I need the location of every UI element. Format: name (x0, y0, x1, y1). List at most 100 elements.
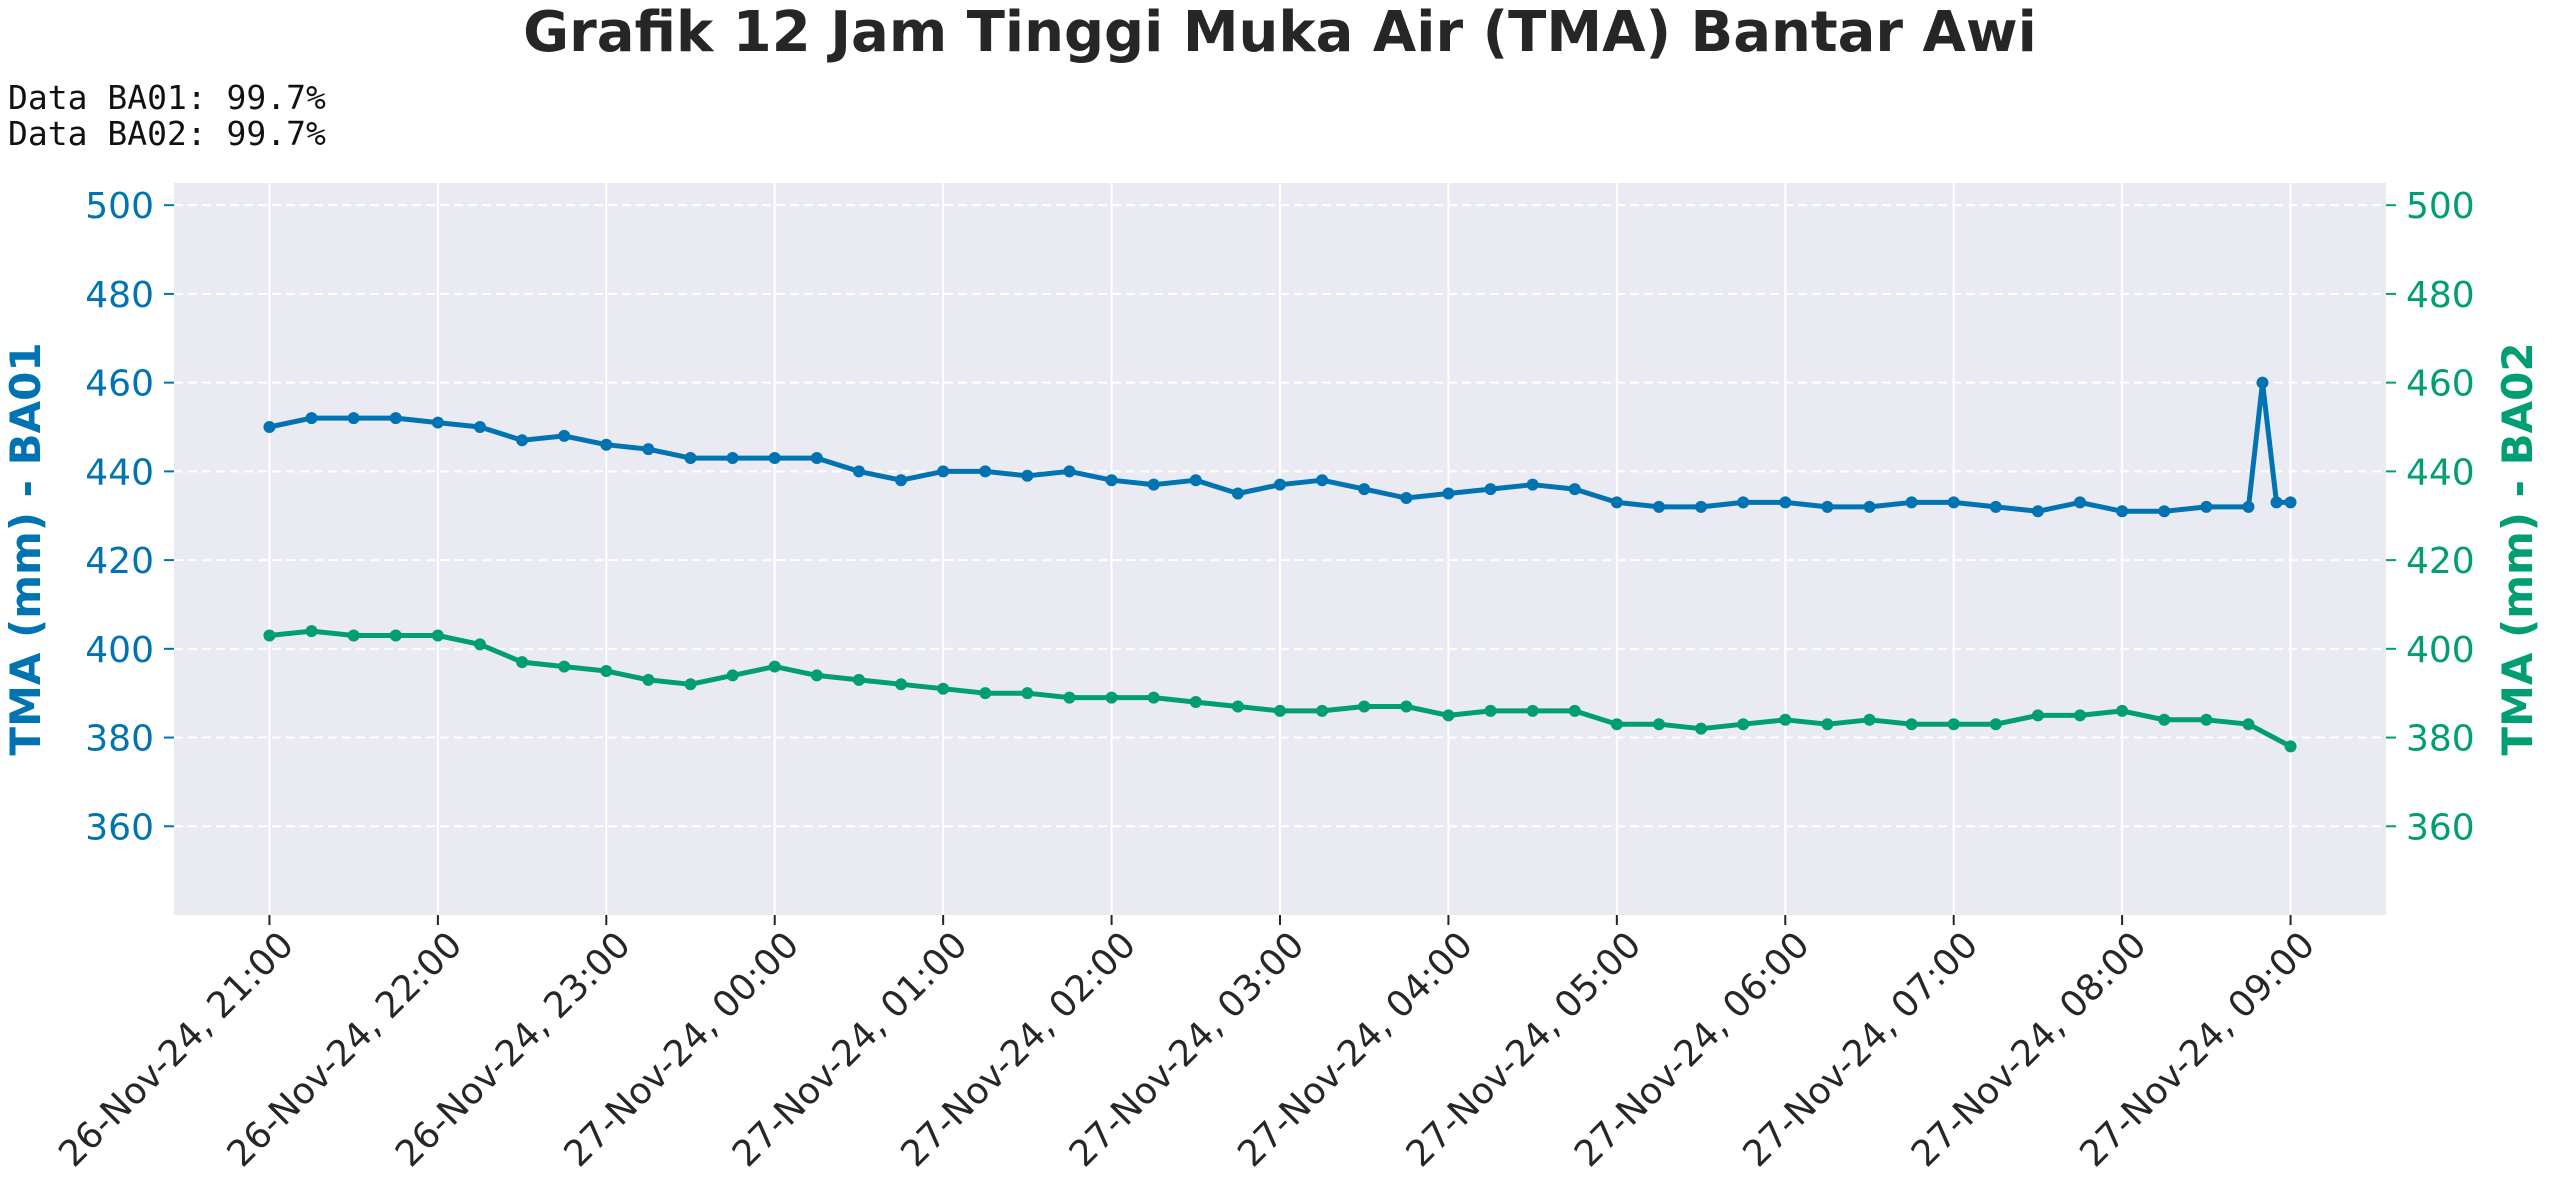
data-point-ba01 (2158, 505, 2171, 518)
data-point-ba01 (979, 465, 992, 478)
data-point-ba02 (1947, 718, 1960, 731)
data-point-ba02 (1779, 713, 1792, 726)
data-point-ba01 (347, 412, 360, 425)
data-point-ba01 (1695, 500, 1708, 513)
data-point-ba01 (2270, 496, 2283, 509)
y-tick-label-left: 360 (85, 807, 154, 848)
data-point-ba02 (726, 669, 739, 682)
data-point-ba02 (1316, 704, 1329, 717)
y-tick-label-right: 480 (2406, 275, 2475, 316)
data-point-ba02 (1358, 700, 1371, 713)
y-tick-label-right: 380 (2406, 719, 2475, 760)
data-point-ba01 (768, 452, 781, 465)
data-point-ba02 (2031, 709, 2044, 722)
data-point-ba02 (810, 669, 823, 682)
data-point-ba01 (1821, 500, 1834, 513)
data-point-ba01 (2242, 500, 2255, 513)
data-point-ba01 (2074, 496, 2087, 509)
data-point-ba02 (2284, 740, 2297, 753)
data-point-ba02 (473, 638, 486, 651)
data-point-ba01 (1863, 500, 1876, 513)
data-point-ba01 (684, 452, 697, 465)
data-point-ba02 (937, 682, 950, 695)
data-point-ba02 (516, 656, 529, 669)
data-point-ba02 (1737, 718, 1750, 731)
info-ba01-completeness: Data BA01: 99.7% (8, 78, 326, 117)
y-tick-label-left: 500 (85, 186, 154, 227)
y-axis-left: 360 380 400 420 440 460 480 500 (85, 186, 174, 848)
y-tick-label-left: 460 (85, 364, 154, 405)
y-tick-label-left: 440 (85, 452, 154, 493)
data-point-ba02 (2158, 713, 2171, 726)
data-point-ba02 (1484, 704, 1497, 717)
y-axis-label-left: TMA (mm) - BA01 (1, 342, 50, 755)
data-point-ba02 (642, 673, 655, 686)
data-point-ba01 (431, 416, 444, 429)
data-point-ba02 (1063, 691, 1076, 704)
data-point-ba02 (2200, 713, 2213, 726)
y-axis-label-right: TMA (mm) - BA02 (2493, 342, 2542, 755)
data-point-ba02 (1189, 696, 1202, 709)
data-point-ba02 (263, 629, 276, 642)
data-point-ba02 (2074, 709, 2087, 722)
data-point-ba01 (600, 438, 613, 451)
data-point-ba02 (768, 660, 781, 673)
data-point-ba02 (600, 665, 613, 677)
data-point-ba02 (895, 678, 908, 691)
y-axis-right: 360 380 400 420 440 460 480 500 (2386, 186, 2475, 848)
data-point-ba02 (347, 629, 360, 642)
data-point-ba02 (1905, 718, 1918, 731)
y-tick-label-right: 440 (2406, 452, 2475, 493)
data-point-ba02 (1021, 687, 1034, 700)
data-point-ba01 (852, 465, 865, 478)
data-point-ba01 (1358, 483, 1371, 496)
data-point-ba02 (1231, 700, 1244, 713)
y-tick-label-left: 480 (85, 275, 154, 316)
data-point-ba02 (1568, 704, 1581, 717)
chart-title: Grafik 12 Jam Tinggi Muka Air (TMA) Bant… (523, 0, 2037, 65)
data-point-ba01 (1442, 487, 1455, 500)
y-tick-label-left: 380 (85, 719, 154, 760)
data-point-ba01 (1610, 496, 1623, 509)
data-point-ba02 (1526, 704, 1539, 717)
data-point-ba01 (726, 452, 739, 465)
data-point-ba02 (1652, 718, 1665, 731)
data-point-ba01 (2284, 496, 2297, 509)
data-point-ba02 (389, 629, 402, 642)
data-point-ba02 (1989, 718, 2002, 731)
data-point-ba01 (1316, 474, 1329, 487)
data-point-ba01 (1400, 491, 1413, 504)
data-point-ba01 (1484, 483, 1497, 496)
data-point-ba01 (558, 429, 571, 442)
data-point-ba01 (473, 421, 486, 433)
data-point-ba01 (263, 421, 276, 433)
data-point-ba02 (1147, 691, 1160, 704)
data-point-ba01 (2031, 505, 2044, 518)
data-point-ba02 (852, 673, 865, 686)
data-point-ba02 (2242, 718, 2255, 731)
grid (174, 183, 2386, 915)
data-point-ba02 (979, 687, 992, 700)
data-point-ba02 (305, 625, 318, 638)
data-point-ba01 (1526, 478, 1539, 491)
data-point-ba02 (1695, 722, 1708, 735)
data-point-ba02 (1400, 700, 1413, 713)
data-point-ba01 (516, 434, 529, 447)
y-tick-label-right: 420 (2406, 541, 2475, 582)
y-tick-label-right: 460 (2406, 364, 2475, 405)
data-point-ba01 (2256, 376, 2269, 389)
data-point-ba01 (1568, 483, 1581, 496)
data-point-ba01 (1021, 469, 1034, 482)
data-point-ba01 (1737, 496, 1750, 509)
data-point-ba01 (937, 465, 950, 478)
data-point-ba01 (1989, 500, 2002, 513)
data-point-ba02 (1105, 691, 1118, 704)
y-tick-label-right: 400 (2406, 630, 2475, 671)
data-point-ba01 (895, 474, 908, 487)
data-point-ba01 (1189, 474, 1202, 487)
data-point-ba01 (1905, 496, 1918, 509)
data-point-ba02 (2116, 704, 2129, 717)
series-layer (263, 376, 2297, 753)
